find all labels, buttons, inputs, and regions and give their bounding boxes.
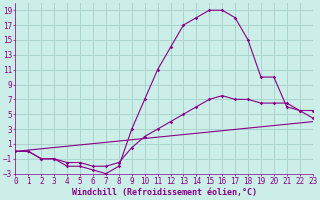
X-axis label: Windchill (Refroidissement éolien,°C): Windchill (Refroidissement éolien,°C): [72, 188, 257, 197]
